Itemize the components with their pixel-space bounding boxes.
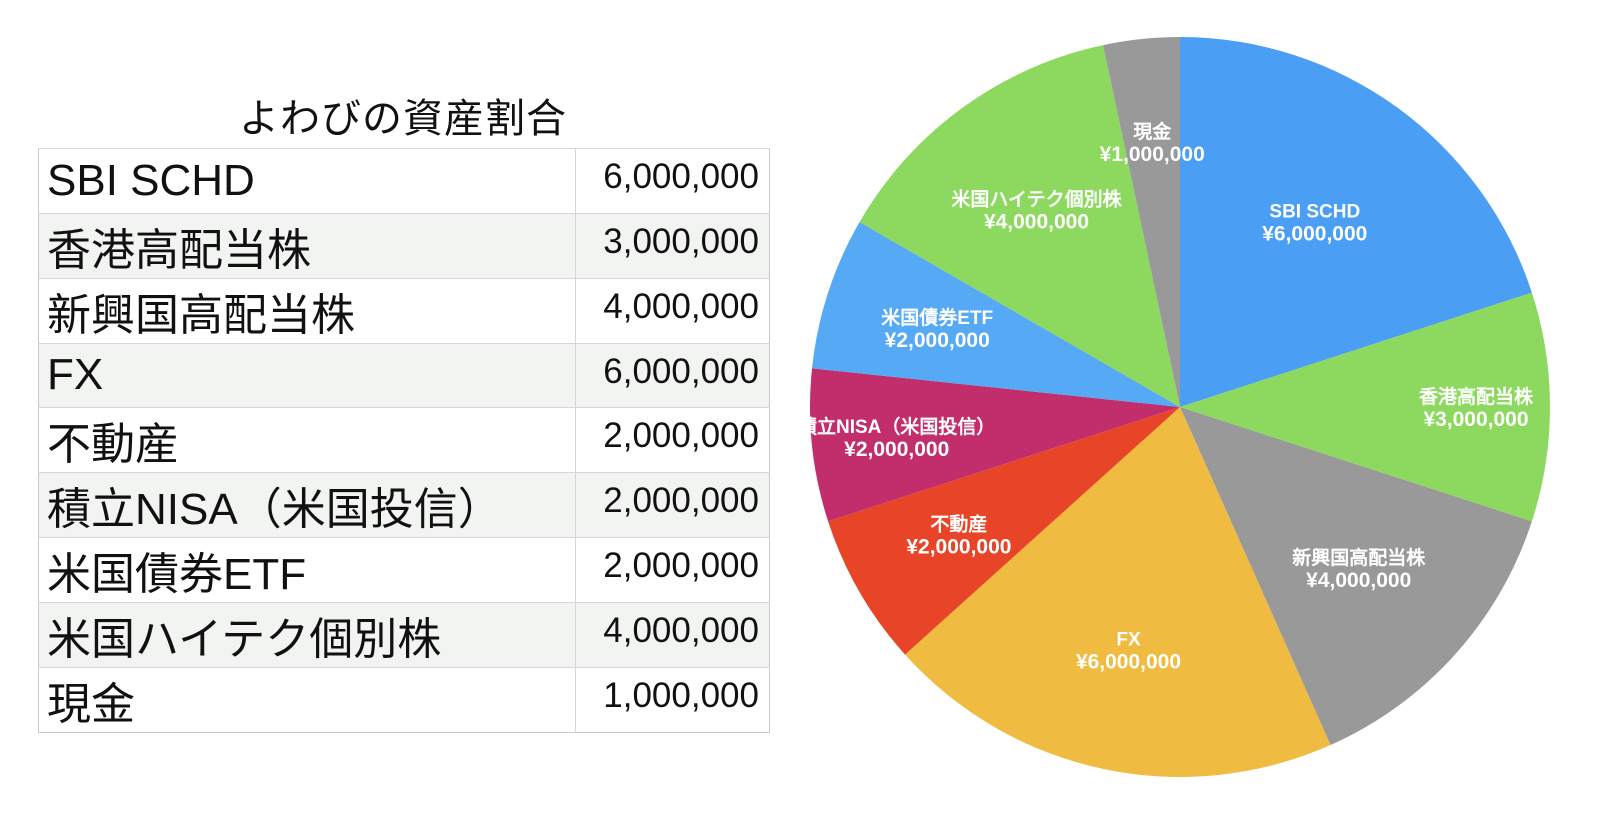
asset-value-cell: 6,000,000 xyxy=(575,148,770,214)
slice-category-label: 不動産 xyxy=(930,513,987,536)
pie-slice xyxy=(1180,37,1532,407)
table-row: 米国ハイテク個別株 4,000,000 xyxy=(38,602,770,668)
asset-table: SBI SCHD 6,000,000 香港高配当株 3,000,000 新興国高… xyxy=(38,148,770,734)
table-row: 不動産 2,000,000 xyxy=(38,407,770,473)
slice-value-label: ¥1,000,000 xyxy=(1100,143,1205,166)
table-row: 積立NISA（米国投信） 2,000,000 xyxy=(38,472,770,538)
asset-value-cell: 6,000,000 xyxy=(575,342,770,408)
pie-slice xyxy=(1103,37,1180,407)
asset-value-cell: 2,000,000 xyxy=(575,472,770,538)
asset-value-cell: 1,000,000 xyxy=(575,667,770,733)
slice-category-label: 積立NISA（米国投信） xyxy=(800,415,995,438)
asset-name-cell: 米国債券ETF xyxy=(38,537,576,603)
slice-category-label: FX xyxy=(1116,630,1141,651)
slice-value-label: ¥6,000,000 xyxy=(1076,651,1181,674)
asset-value-cell: 3,000,000 xyxy=(575,212,770,279)
asset-value-cell: 4,000,000 xyxy=(575,602,770,668)
asset-value-cell: 2,000,000 xyxy=(575,407,770,473)
pie-slice xyxy=(810,368,1180,522)
pie-slice xyxy=(812,222,1180,407)
asset-name-cell: 香港高配当株 xyxy=(38,212,576,279)
slice-value-label: ¥2,000,000 xyxy=(844,438,949,461)
slice-category-label: 新興国高配当株 xyxy=(1292,546,1426,569)
table-row: SBI SCHD 6,000,000 xyxy=(38,148,770,214)
slice-category-label: 米国債券ETF xyxy=(881,306,993,329)
table-row: 香港高配当株 3,000,000 xyxy=(38,212,770,279)
pie-slice xyxy=(1180,292,1551,522)
table-row: 現金 1,000,000 xyxy=(38,667,770,733)
asset-name-cell: 現金 xyxy=(38,667,576,733)
asset-name-cell: 不動産 xyxy=(38,407,576,473)
slice-value-label: ¥6,000,000 xyxy=(1262,222,1367,245)
table-row: FX 6,000,000 xyxy=(38,342,770,408)
asset-name-cell: 米国ハイテク個別株 xyxy=(38,602,576,668)
asset-name-cell: 積立NISA（米国投信） xyxy=(38,472,576,538)
pie-chart: SBI SCHD¥6,000,000香港高配当株¥3,000,000新興国高配当… xyxy=(800,37,1551,777)
asset-name-cell: 新興国高配当株 xyxy=(38,277,576,344)
slice-value-label: ¥4,000,000 xyxy=(1306,569,1411,592)
pie-slice xyxy=(905,407,1331,777)
table-row: 米国債券ETF 2,000,000 xyxy=(38,537,770,603)
asset-name-cell: FX xyxy=(38,342,576,408)
pie-slice xyxy=(859,45,1180,408)
slice-category-label: 香港高配当株 xyxy=(1418,385,1534,408)
slice-category-label: 現金 xyxy=(1133,120,1172,143)
slice-value-label: ¥3,000,000 xyxy=(1423,408,1528,431)
chart-title: よわびの資産割合 xyxy=(239,97,567,141)
pie-slice xyxy=(1180,407,1532,746)
table-row: 新興国高配当株 4,000,000 xyxy=(38,277,770,344)
slice-category-label: 米国ハイテク個別株 xyxy=(951,187,1122,210)
slice-value-label: ¥2,000,000 xyxy=(885,329,990,352)
slice-value-label: ¥2,000,000 xyxy=(906,536,1011,559)
slice-category-label: SBI SCHD xyxy=(1269,201,1360,222)
asset-value-cell: 4,000,000 xyxy=(575,277,770,344)
asset-value-cell: 2,000,000 xyxy=(575,537,770,603)
asset-name-cell: SBI SCHD xyxy=(38,148,576,214)
slice-value-label: ¥4,000,000 xyxy=(984,210,1089,233)
pie-slice xyxy=(828,407,1180,655)
